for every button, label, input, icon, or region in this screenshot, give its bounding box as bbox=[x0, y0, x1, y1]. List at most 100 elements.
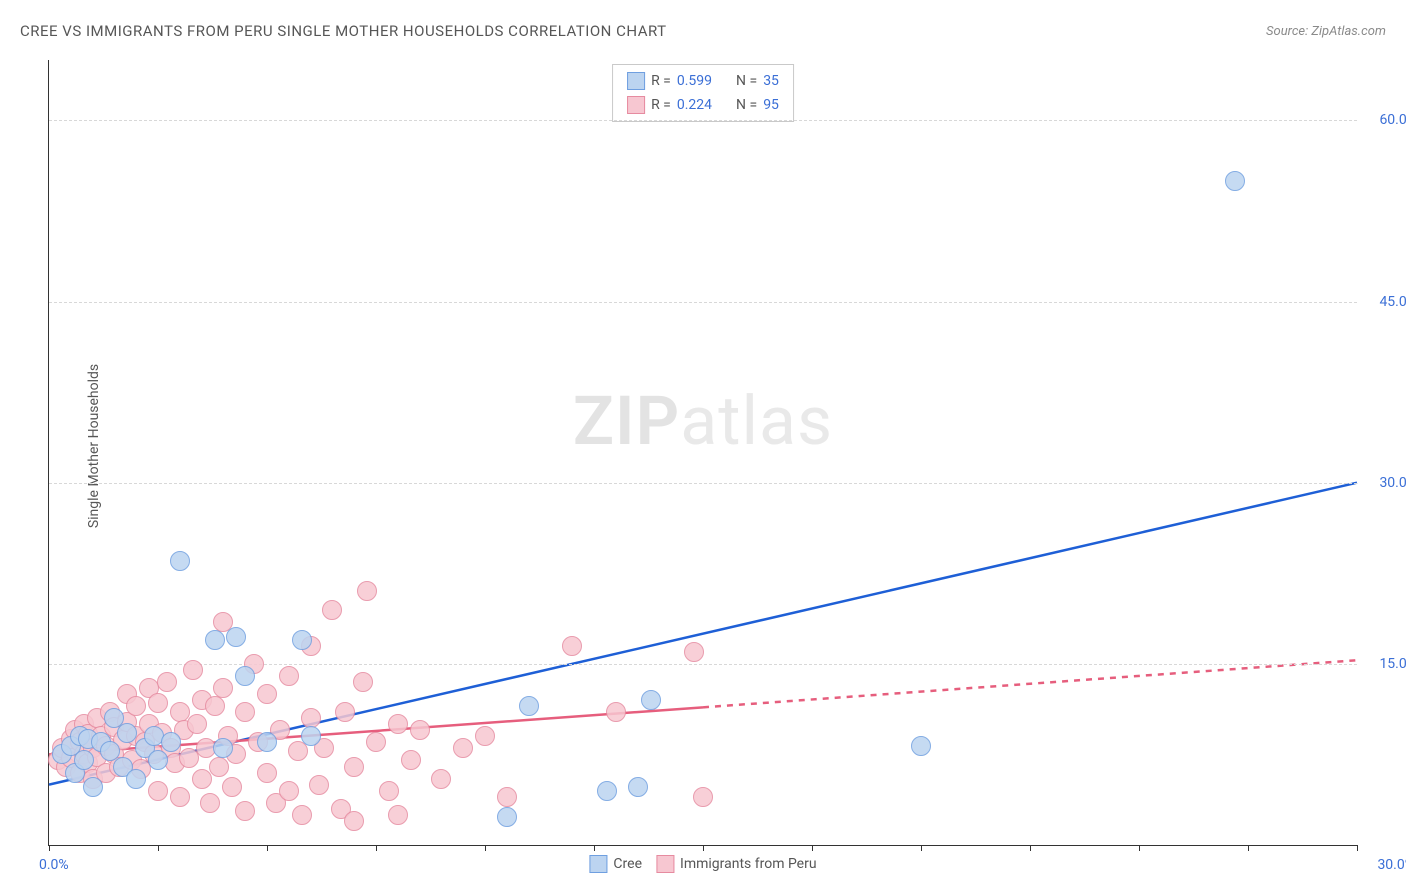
peru-point bbox=[309, 775, 329, 795]
peru-point bbox=[431, 769, 451, 789]
peru-point bbox=[388, 805, 408, 825]
legend-item-cree: Cree bbox=[589, 855, 642, 873]
correlation-legend: R = 0.599 N = 35 R = 0.224 N = 95 bbox=[612, 64, 794, 122]
legend-item-peru: Immigrants from Peru bbox=[656, 855, 817, 873]
watermark-light: atlas bbox=[680, 381, 833, 461]
swatch-peru bbox=[627, 96, 645, 114]
x-tick bbox=[921, 845, 922, 851]
peru-point bbox=[344, 811, 364, 831]
x-tick bbox=[1357, 845, 1358, 851]
peru-point bbox=[157, 672, 177, 692]
cree-point bbox=[497, 807, 517, 827]
cree-point bbox=[1225, 171, 1245, 191]
r-label: R = bbox=[651, 69, 671, 93]
peru-point bbox=[401, 750, 421, 770]
peru-point bbox=[322, 600, 342, 620]
peru-point bbox=[335, 702, 355, 722]
peru-point bbox=[475, 726, 495, 746]
gridline bbox=[49, 302, 1357, 303]
cree-point bbox=[257, 732, 277, 752]
cree-point bbox=[301, 726, 321, 746]
x-tick bbox=[1139, 845, 1140, 851]
y-tick-label: 45.0% bbox=[1379, 294, 1406, 310]
r-label: R = bbox=[651, 93, 671, 117]
peru-point bbox=[693, 787, 713, 807]
swatch-cree bbox=[627, 72, 645, 90]
x-tick bbox=[812, 845, 813, 851]
peru-point bbox=[213, 678, 233, 698]
cree-point bbox=[226, 627, 246, 647]
cree-point bbox=[161, 732, 181, 752]
series-legend: Cree Immigrants from Peru bbox=[589, 855, 816, 873]
x-tick bbox=[594, 845, 595, 851]
cree-point bbox=[74, 750, 94, 770]
x-tick bbox=[1030, 845, 1031, 851]
legend-row-cree: R = 0.599 N = 35 bbox=[627, 69, 779, 93]
legend-row-peru: R = 0.224 N = 95 bbox=[627, 93, 779, 117]
peru-point bbox=[200, 793, 220, 813]
n-value: 35 bbox=[763, 69, 779, 93]
swatch-cree-icon bbox=[589, 855, 607, 873]
source-label: Source: ZipAtlas.com bbox=[1266, 24, 1386, 39]
watermark: ZIPatlas bbox=[573, 381, 833, 461]
peru-point bbox=[606, 702, 626, 722]
peru-point bbox=[453, 738, 473, 758]
peru-point bbox=[684, 642, 704, 662]
cree-point bbox=[213, 738, 233, 758]
x-tick bbox=[376, 845, 377, 851]
peru-point bbox=[344, 757, 364, 777]
gridline bbox=[49, 120, 1357, 121]
x-tick bbox=[485, 845, 486, 851]
cree-point bbox=[628, 777, 648, 797]
peru-point bbox=[410, 720, 430, 740]
peru-point bbox=[148, 693, 168, 713]
peru-point bbox=[357, 581, 377, 601]
n-label: N = bbox=[736, 93, 757, 117]
peru-point bbox=[257, 763, 277, 783]
peru-point bbox=[170, 787, 190, 807]
cree-point bbox=[597, 781, 617, 801]
r-value: 0.224 bbox=[677, 93, 712, 117]
cree-point bbox=[126, 769, 146, 789]
trend-lines bbox=[49, 60, 1357, 845]
peru-point bbox=[292, 805, 312, 825]
peru-point bbox=[192, 769, 212, 789]
y-tick-label: 60.0% bbox=[1379, 112, 1406, 128]
cree-point bbox=[205, 630, 225, 650]
peru-point bbox=[497, 787, 517, 807]
peru-point bbox=[279, 781, 299, 801]
legend-label-cree: Cree bbox=[613, 856, 642, 872]
peru-point bbox=[183, 660, 203, 680]
peru-point bbox=[126, 696, 146, 716]
peru-point bbox=[235, 801, 255, 821]
chart-title: CREE VS IMMIGRANTS FROM PERU SINGLE MOTH… bbox=[20, 22, 667, 40]
y-tick-label: 30.0% bbox=[1379, 475, 1406, 491]
peru-point bbox=[379, 781, 399, 801]
cree-point bbox=[292, 630, 312, 650]
y-tick-label: 15.0% bbox=[1379, 656, 1406, 672]
cree-point bbox=[117, 723, 137, 743]
legend-label-peru: Immigrants from Peru bbox=[680, 856, 817, 872]
peru-point bbox=[562, 636, 582, 656]
x-axis-min-label: 0.0% bbox=[39, 857, 69, 873]
cree-point bbox=[170, 551, 190, 571]
x-tick bbox=[267, 845, 268, 851]
chart-area: ZIPatlas R = 0.599 N = 35 R = 0.224 N = … bbox=[48, 60, 1357, 846]
x-axis-max-label: 30.0% bbox=[1377, 857, 1406, 873]
r-value: 0.599 bbox=[677, 69, 712, 93]
n-value: 95 bbox=[763, 93, 779, 117]
peru-point bbox=[235, 702, 255, 722]
gridline bbox=[49, 483, 1357, 484]
cree-point bbox=[235, 666, 255, 686]
x-tick bbox=[703, 845, 704, 851]
x-tick bbox=[49, 845, 50, 851]
n-label: N = bbox=[736, 69, 757, 93]
peru-point bbox=[148, 781, 168, 801]
peru-point bbox=[388, 714, 408, 734]
peru-point bbox=[222, 777, 242, 797]
peru-point bbox=[205, 696, 225, 716]
x-tick bbox=[158, 845, 159, 851]
cree-point bbox=[148, 750, 168, 770]
peru-point bbox=[257, 684, 277, 704]
peru-point bbox=[209, 757, 229, 777]
